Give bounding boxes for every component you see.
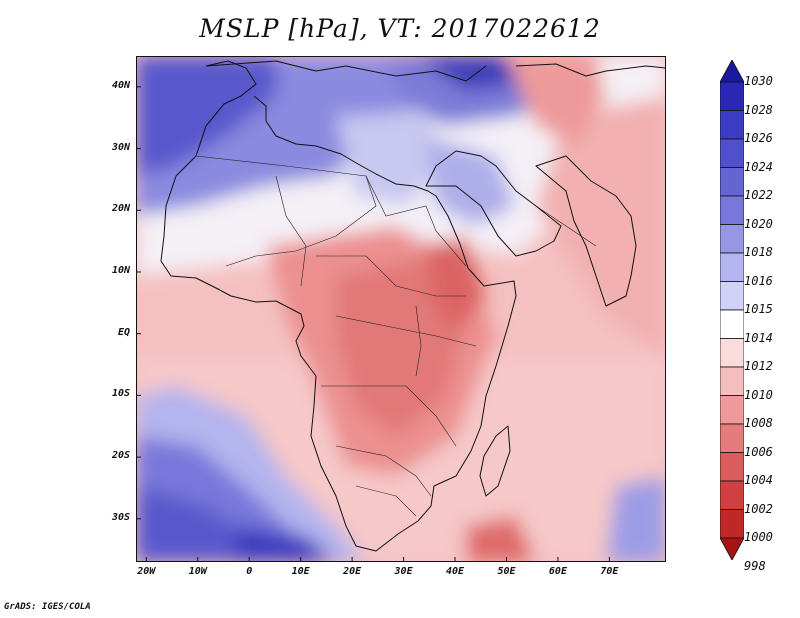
lon-label: 70E <box>600 566 619 577</box>
colorbar-level-label: 1024 <box>744 159 773 174</box>
colorbar-box <box>720 195 744 225</box>
colorbar-top-arrow <box>720 60 744 83</box>
colorbar-box <box>720 509 744 539</box>
lat-label: 30N <box>111 141 130 153</box>
colorbar-level-label: 1002 <box>744 501 773 516</box>
colorbar-level-label: 1000 <box>744 530 773 544</box>
colorbar-bottom-arrow <box>720 537 744 560</box>
footer-credit: GrADS: IGES/COLA <box>4 602 91 612</box>
lon-label: 10W <box>188 566 207 577</box>
lon-label: 40E <box>445 566 465 577</box>
pressure-field <box>136 56 666 562</box>
lon-label: 30E <box>394 566 413 577</box>
lon-label: 0 <box>246 566 253 577</box>
colorbar-level-label: 1006 <box>744 444 773 459</box>
lon-label: 60E <box>548 566 567 577</box>
colorbar-level-label: 1020 <box>744 216 773 231</box>
colorbar-box <box>720 167 744 197</box>
colorbar-box <box>720 366 744 396</box>
colorbar-level-label: 1008 <box>744 416 773 430</box>
pressure-map <box>136 56 666 562</box>
colorbar <box>720 60 744 560</box>
colorbar-box <box>720 138 744 168</box>
colorbar-box <box>720 395 744 425</box>
colorbar-box <box>720 224 744 254</box>
colorbar-level-label: 1022 <box>744 188 773 202</box>
colorbar-box <box>720 452 744 482</box>
lat-label: 10N <box>111 264 130 276</box>
colorbar-level-label: 1012 <box>744 359 773 373</box>
colorbar-level-label: 1030 <box>744 74 773 88</box>
colorbar-level-label: 1015 <box>744 302 773 316</box>
lon-label: 20E <box>343 566 362 577</box>
map-title: MSLP [hPa], VT: 2017022612 <box>199 14 601 43</box>
borders <box>195 155 597 517</box>
colorbar-level-label: 1016 <box>744 273 773 288</box>
lat-label: EQ <box>117 326 130 338</box>
lon-label: 50E <box>497 566 516 577</box>
colorbar-box <box>720 423 744 453</box>
colorbar-level-label: 1028 <box>744 102 773 117</box>
axis-ticks <box>136 86 610 562</box>
map-frame <box>136 56 666 562</box>
colorbar-box <box>720 110 744 140</box>
colorbar-level-label: 1026 <box>744 131 773 145</box>
colorbar-box <box>720 252 744 282</box>
lat-label: 10S <box>111 388 130 400</box>
coastlines <box>160 60 666 552</box>
colorbar-level-label: 1004 <box>744 473 773 487</box>
colorbar-box <box>720 338 744 368</box>
lat-label: 20S <box>111 450 130 462</box>
lon-label: 20W <box>137 566 156 577</box>
colorbar-level-label: 998 <box>744 558 766 573</box>
colorbar-level-label: 1010 <box>744 387 773 402</box>
colorbar-level-label: 1018 <box>744 245 773 259</box>
colorbar-box <box>720 81 744 111</box>
lon-label: 10E <box>291 566 310 577</box>
lat-label: 40N <box>111 79 130 91</box>
colorbar-box <box>720 309 744 339</box>
lat-label: 20N <box>111 203 130 215</box>
colorbar-level-label: 1014 <box>744 330 773 345</box>
colorbar-box <box>720 281 744 311</box>
lat-label: 30S <box>111 511 130 523</box>
colorbar-box <box>720 480 744 510</box>
